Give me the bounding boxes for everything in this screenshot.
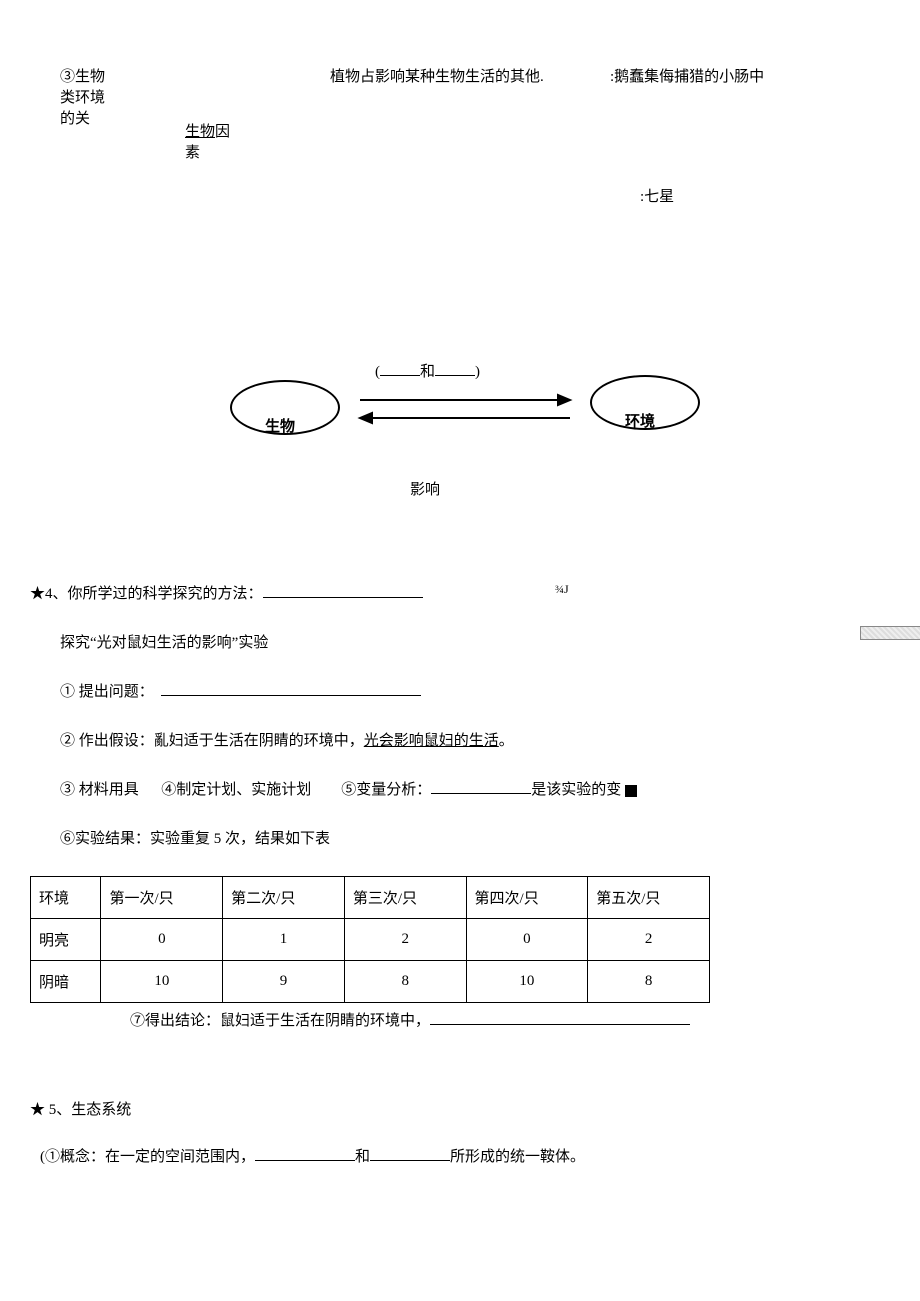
question-4: ★4、你所学过的科学探究的方法： ¾J 探究“光对鼠妇生活的影响”实验 ① 提出…	[30, 582, 890, 1030]
results-table: 环境 第一次/只 第二次/只 第三次/只 第四次/只 第五次/只 明亮 0 1 …	[30, 876, 710, 1003]
bracket-and: 和	[420, 364, 435, 380]
th-1: 第一次/只	[101, 877, 223, 919]
cell: 9	[223, 961, 345, 1003]
th-env: 环境	[31, 877, 101, 919]
q4-conclusion: ⑦得出结论：鼠妇适于生活在阴睛的环境中，	[30, 1009, 890, 1030]
top-text-b: 植物占影响某种生物生活的其他.	[330, 65, 544, 86]
th-4: 第四次/只	[466, 877, 588, 919]
th-2: 第二次/只	[223, 877, 345, 919]
influence-label: 影响	[410, 478, 440, 499]
table-row: 明亮 0 1 2 0 2	[31, 919, 710, 961]
table-row: 阴暗 10 9 8 10 8	[31, 961, 710, 1003]
top-text-c: :鹅蠢集侮捕猎的小肠中	[610, 65, 764, 86]
q4-step2-prefix: ② 作出假设：亂妇适于生活在阴睛的环境中，	[60, 733, 364, 749]
cell: 8	[344, 961, 466, 1003]
bracket-open: (	[375, 364, 380, 380]
q4-step1-prefix: ① 提出问题：	[60, 684, 154, 700]
cell: 0	[466, 919, 588, 961]
cell: 1	[223, 919, 345, 961]
th-3: 第三次/只	[344, 877, 466, 919]
q4-blank-methods[interactable]	[263, 597, 423, 598]
top-text-a: ③生物 类环境 的关	[60, 65, 140, 128]
q5-concept-mid: 和	[355, 1149, 370, 1165]
q5-blank-1[interactable]	[255, 1160, 355, 1161]
cell: 10	[466, 961, 588, 1003]
row2-label: 阴暗	[31, 961, 101, 1003]
biology-environment-diagram: 生物 环境 ( 和)	[230, 360, 710, 480]
q4-line1: ★4、你所学过的科学探究的方法： ¾J	[30, 582, 890, 603]
cell: 2	[588, 919, 710, 961]
q4-conclusion-blank[interactable]	[430, 1024, 690, 1025]
factor-text: 生物因 素	[185, 120, 245, 162]
th-5: 第五次/只	[588, 877, 710, 919]
q4-step5-blank[interactable]	[431, 793, 531, 794]
q4-step3d: 是该实验的变	[531, 782, 621, 798]
q4-step1-blank[interactable]	[161, 695, 421, 696]
q4-step3a: ③ 材料用具	[60, 782, 139, 798]
cell: 8	[588, 961, 710, 1003]
q4-step345: ③ 材料用具 ④制定计划、实施计划 ⑤变量分析： 是该实验的变	[30, 778, 890, 799]
blank-2[interactable]	[435, 375, 475, 376]
cell: 0	[101, 919, 223, 961]
bracket-close: )	[475, 364, 480, 380]
q5-blank-2[interactable]	[370, 1160, 450, 1161]
q4-step2: ② 作出假设：亂妇适于生活在阴睛的环境中，光会影响鼠妇的生活。	[30, 729, 890, 750]
table-header-row: 环境 第一次/只 第二次/只 第三次/只 第四次/只 第五次/只	[31, 877, 710, 919]
q4-step3c: ⑤变量分析：	[341, 782, 431, 798]
seven-star-text: :七星	[640, 185, 674, 206]
q4-step1: ① 提出问题：	[30, 680, 890, 701]
factor-underlined: 生物	[185, 124, 215, 140]
bracket-text: ( 和)	[375, 360, 480, 381]
q4-conclusion-prefix: ⑦得出结论：鼠妇适于生活在阴睛的环境中，	[130, 1013, 430, 1029]
question-5: ★ 5、生态系统 (①概念：在一定的空间范围内， 和 所形成的统一鞍体。	[30, 1098, 890, 1192]
q4-line2: 探究“光对鼠妇生活的影响”实验	[30, 631, 890, 652]
q4-line1-text: ★4、你所学过的科学探究的方法：	[30, 586, 263, 602]
cell: 10	[101, 961, 223, 1003]
cell: 2	[344, 919, 466, 961]
blank-1[interactable]	[380, 375, 420, 376]
row1-label: 明亮	[31, 919, 101, 961]
q5-heading: ★ 5、生态系统	[30, 1098, 890, 1119]
q5-concept-suffix: 所形成的统一鞍体。	[450, 1149, 585, 1165]
double-arrow-icon	[350, 390, 580, 430]
ellipse-biology-label: 生物	[265, 415, 295, 436]
q4-step6: ⑥实验结果：实验重复 5 次，结果如下表	[30, 827, 890, 848]
square-icon	[625, 785, 637, 797]
q4-step2-suffix: 。	[499, 733, 514, 749]
q5-concept-prefix: (①概念：在一定的空间范围内，	[40, 1149, 255, 1165]
q4-step3b: ④制定计划、实施计划	[161, 782, 311, 798]
q4-step2-under: 光会影响鼠妇的生活	[364, 733, 499, 749]
ellipse-environment-label: 环境	[625, 410, 655, 431]
percent-j: ¾J	[555, 582, 569, 597]
q5-concept: (①概念：在一定的空间范围内， 和 所形成的统一鞍体。	[30, 1145, 890, 1166]
